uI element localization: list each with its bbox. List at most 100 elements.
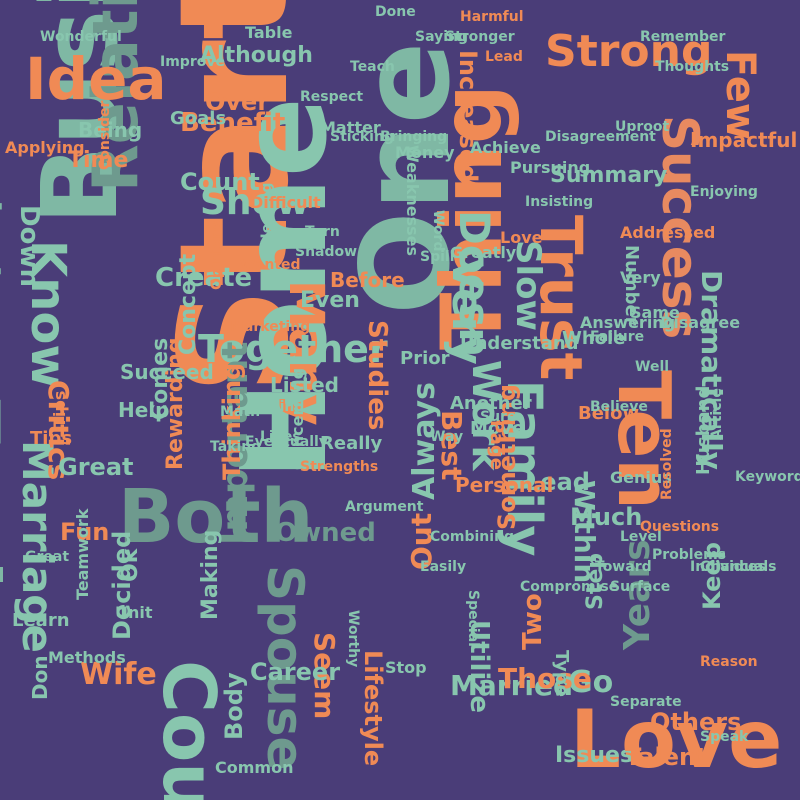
cloud-word: Done [375,4,416,20]
cloud-word: Tips [30,428,73,449]
cloud-word: Find [270,399,305,415]
cloud-word: Speak [700,729,749,745]
cloud-word: Word [430,210,446,252]
cloud-word: Thinking [218,362,246,480]
cloud-word: Below [578,403,640,424]
cloud-word: Achieve [470,138,541,157]
cloud-word: Strong [545,26,713,77]
cloud-word: Teach [350,59,395,75]
cloud-word: Failure [590,329,645,345]
cloud-word: Sure [480,409,517,425]
cloud-word: Together [198,327,388,371]
cloud-word: Even [300,288,360,313]
cloud-word: Much [570,503,643,531]
cloud-word: Unit [115,603,153,622]
cloud-word: Questions [640,519,720,535]
cloud-word: Applying [5,138,85,157]
cloud-word: Respect [300,89,364,105]
cloud-word: Greatly [450,243,517,262]
cloud-word: Sticking [330,129,394,145]
cloud-word: Issues [555,743,634,768]
cloud-word: Problems [652,547,727,563]
cloud-word: Wanted [240,257,301,273]
cloud-word: Level [620,529,662,545]
cloud-word: Worthy [345,610,361,668]
cloud-word: Strengths [300,459,379,475]
cloud-word: Opinions [209,220,225,290]
cloud-word: Learn [12,610,70,631]
cloud-word: Talent [625,743,708,771]
cloud-word: Great [58,453,134,481]
cloud-word: Lead [485,49,523,65]
cloud-word: Count [180,168,260,196]
cloud-word: Answering [580,313,676,332]
cloud-word: Succeed [120,360,214,384]
cloud-word: Bringing [380,129,448,145]
cloud-word: Individuals [690,559,777,575]
cloud-word: Math [220,404,261,420]
cloud-word: Spill [420,249,455,265]
cloud-word: Really [320,433,383,454]
cloud-word: Common [215,758,294,777]
cloud-word: Those [498,662,592,695]
cloud-word: Making [198,529,223,620]
cloud-word: Another [450,393,532,414]
cloud-word: Believe [590,399,648,415]
cloud-word: Wonderful [40,29,122,45]
cloud-word: Last [0,200,8,282]
cloud-word: Improve [160,54,225,70]
cloud-word: Prior [400,348,450,369]
cloud-word: Pursuing [510,158,591,177]
cloud-word: Money [395,143,455,162]
cloud-word: Lifestyle [359,650,387,767]
cloud-word: Teamwork [73,508,92,600]
cloud-word: Decided [108,530,136,640]
cloud-word: Create [155,263,253,293]
cloud-word: Resolved [659,428,675,500]
cloud-word: Turn [305,224,340,240]
cloud-word: Argument [345,499,424,515]
cloud-word: Lives [260,429,301,445]
cloud-word: Separate [610,694,682,710]
cloud-word: Whole [562,328,626,349]
cloud-word: Love [500,228,543,247]
cloud-word: Move [470,418,525,439]
cloud-word: Disagree [660,313,741,332]
cloud-word: Article [709,388,725,440]
cloud-word: Although [200,43,313,68]
cloud-word: Easily [420,559,467,575]
cloud-word: Two [518,593,548,650]
cloud-word: Compromise [520,579,619,595]
cloud-word: Benefit [180,108,286,138]
cloud-word: Idea [25,45,167,113]
cloud-word: Type [551,650,572,697]
cloud-word: Genius [610,468,672,487]
cloud-word: Chances [700,559,766,575]
cloud-word: Best [435,410,468,481]
cloud-word: Concerning [288,367,307,470]
cloud-word: Addressed [620,223,716,242]
cloud-word: Being [78,118,143,142]
cloud-word: Well [635,359,670,375]
cloud-word: Summary [550,163,668,188]
cloud-word: Impactful [690,128,798,152]
cloud-word: Lead [525,468,590,496]
cloud-word: Before [330,268,405,292]
cloud-word: Over [205,88,270,116]
cloud-word: Hearing [259,182,275,245]
cloud-word: Down [14,205,44,287]
cloud-word: Disagreement [545,129,656,145]
cloud-word: Goals [170,108,227,129]
cloud-word: Same [630,303,680,322]
cloud-word: Page [486,420,507,470]
cloud-word: Increased [454,50,482,183]
cloud-word: Understand [460,333,579,354]
cloud-word: Studies [362,320,392,431]
cloud-word: Show [200,182,310,223]
cloud-word: Go [568,665,614,700]
cloud-word: Toward [595,559,652,575]
cloud-word: Keywords [735,469,800,485]
cloud-word: Combining [430,529,515,545]
cloud-word: Stronger [445,29,515,45]
